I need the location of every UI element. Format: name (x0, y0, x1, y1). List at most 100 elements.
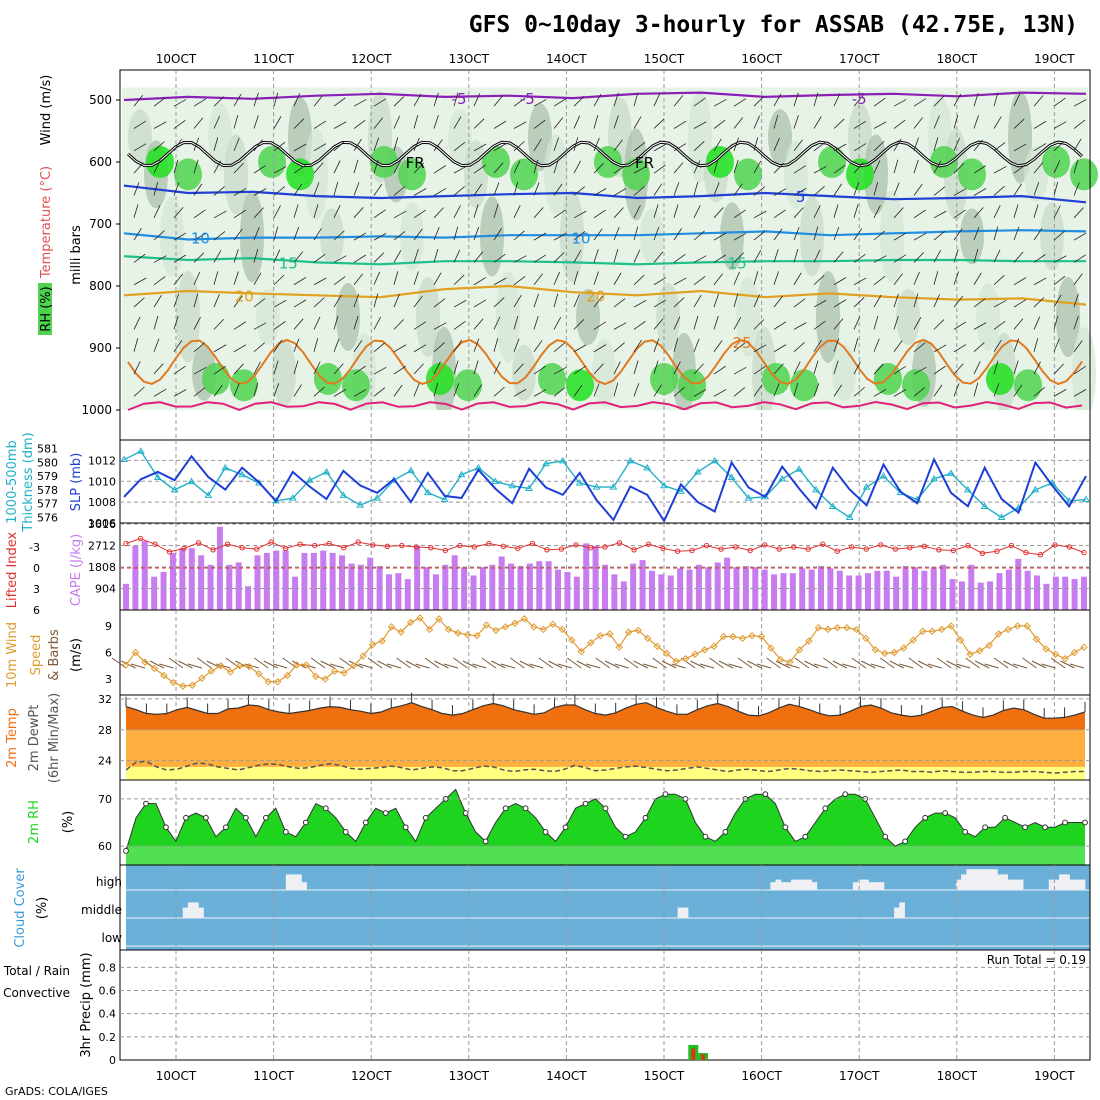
thickness-marker (879, 472, 888, 479)
wind-barb (1073, 254, 1086, 263)
wind-barb (193, 366, 207, 375)
wind-speed-marker (539, 625, 548, 634)
wind-barb (693, 230, 705, 241)
cape-bar (451, 555, 458, 610)
rh-marker (183, 814, 189, 821)
wind-barb (733, 293, 739, 308)
wind-barb (573, 96, 585, 107)
lifted-index-marker (747, 547, 753, 554)
contour-label: 25 (733, 334, 752, 352)
cape-bar (958, 581, 965, 610)
wind-barb (413, 162, 424, 174)
wind-barb-10m (149, 660, 165, 669)
pressure-tick-label: 600 (89, 155, 112, 169)
rh-marker (842, 791, 849, 798)
wind-barb (913, 183, 923, 196)
top-date-label: 17OCT (839, 52, 880, 66)
chart-title: GFS 0~10day 3-hourly for ASSAB (42.75E, … (469, 12, 1078, 38)
rh-shade-blob (512, 344, 536, 401)
wind-barb (753, 210, 767, 219)
rh-shade-blob (592, 338, 616, 407)
cloud-cell (811, 882, 818, 890)
wind-speed-marker (359, 652, 367, 660)
lifted-index-marker (776, 546, 782, 552)
wind-barb (673, 162, 684, 174)
wind-barb (793, 272, 802, 285)
wind-speed-marker (387, 623, 396, 631)
wind-barb (393, 294, 400, 308)
wind-speed-marker (198, 674, 206, 682)
wind-barb (293, 143, 307, 152)
cloud-cell (955, 879, 962, 890)
wind-barb (133, 338, 139, 352)
wind-speed-marker (179, 682, 187, 690)
cape-bar (592, 545, 599, 610)
wind-barb (473, 93, 481, 107)
wind-speed-marker (425, 625, 434, 634)
wind-barb (533, 254, 547, 263)
cape-bar (254, 555, 261, 610)
wind-barb (453, 320, 466, 330)
rh-marker (282, 829, 289, 835)
wind-barb (273, 274, 285, 286)
rh-high-blob (566, 369, 594, 402)
wind-barb (353, 365, 366, 375)
bottom-date-label: 14OCT (546, 1069, 587, 1083)
rh-marker (362, 819, 369, 826)
cape-bar (714, 562, 721, 610)
wind-label: Wind (m/s) (39, 75, 54, 146)
wind-barb (633, 141, 646, 152)
wind-barb (853, 386, 865, 397)
wind-barb (713, 389, 727, 397)
wind-barb (1053, 97, 1066, 107)
wind-barb (693, 121, 707, 129)
cloud-cell (791, 879, 797, 890)
wind-barb (333, 121, 347, 129)
pressure-tick-label: 700 (89, 217, 112, 231)
wind-speed-marker (985, 641, 993, 650)
wind-barb (873, 275, 886, 286)
wind-barb (153, 121, 167, 129)
wind-barb (493, 120, 507, 129)
wind-barb (933, 115, 940, 129)
wind-barb (793, 298, 806, 308)
wind-10m-panel: 9 6 3 10m Wind Speed & Barbs (m/s) (5, 609, 1091, 696)
cape-bar (836, 570, 843, 610)
wind-barb (213, 293, 220, 308)
cape-bar (1052, 576, 1059, 610)
wind-barb (713, 315, 719, 330)
wind-barb (413, 93, 422, 107)
lifted-index-marker (253, 546, 260, 552)
wind-barb (753, 115, 760, 129)
wind-barb (493, 316, 501, 330)
wind-speed-marker (767, 644, 775, 652)
wind-barb (1013, 118, 1025, 129)
wind-barb-10m (576, 660, 591, 669)
thickness-marker (136, 447, 145, 454)
cape-tick-label: 3616 (88, 518, 116, 531)
wind-barb (853, 361, 861, 375)
wind-barb (173, 273, 184, 286)
cape-bar (1081, 576, 1087, 610)
wind-barb (193, 117, 204, 129)
cape-bar (677, 568, 684, 610)
wind-barb (693, 205, 701, 218)
rh-shade-blob (800, 196, 824, 277)
wind-barb (833, 164, 846, 174)
thickness-marker (339, 491, 348, 498)
wind-barb (753, 160, 762, 174)
wind-barb (893, 99, 907, 107)
wind-barb-10m (823, 657, 838, 669)
cape-bar (555, 569, 562, 610)
wind-barb (713, 340, 723, 352)
top-date-label: 19OCT (1034, 52, 1075, 66)
wind-barb (413, 383, 420, 397)
wind-barb-10m (766, 657, 781, 669)
wind-barb (513, 363, 524, 375)
wind-barb (793, 322, 807, 330)
cape-tick-label: 1808 (88, 561, 116, 574)
cape-bar (583, 543, 590, 610)
thickness-marker (592, 483, 601, 490)
thickness-label-line1: 1000-500mb (5, 440, 20, 524)
rh-shade-blob (128, 109, 152, 166)
